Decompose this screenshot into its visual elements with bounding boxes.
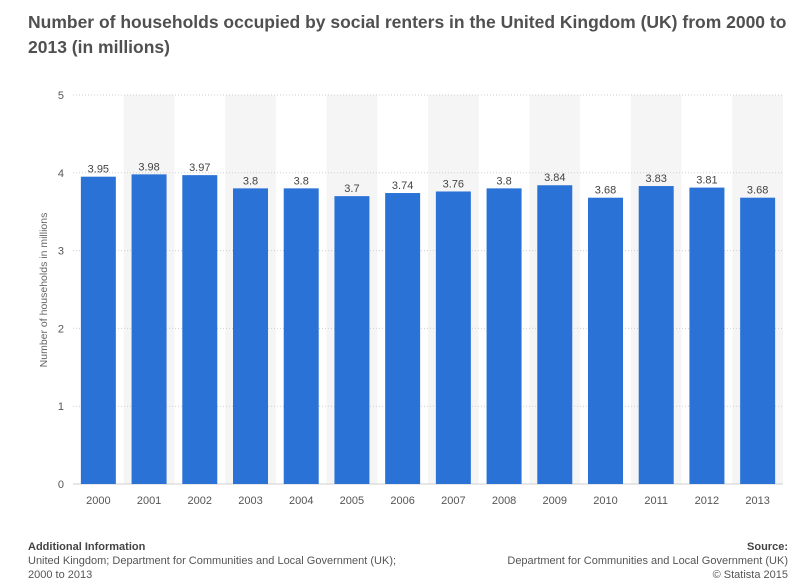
bar <box>80 176 116 484</box>
y-tick-label: 4 <box>58 168 64 180</box>
x-tick-label: 2002 <box>188 495 212 507</box>
bar-value-label: 3.74 <box>392 180 413 192</box>
bar <box>435 191 471 485</box>
bar <box>385 193 421 484</box>
bar <box>689 187 725 484</box>
bar-value-label: 3.95 <box>88 164 109 176</box>
source-text: Department for Communities and Local Gov… <box>507 555 788 567</box>
chart-title: Number of households occupied by social … <box>28 12 787 57</box>
y-tick-label: 2 <box>58 323 64 335</box>
x-tick-label: 2012 <box>695 495 719 507</box>
bar <box>131 174 167 484</box>
source-block: Source: Department for Communities and L… <box>428 540 788 582</box>
bar <box>182 175 218 484</box>
bar <box>638 186 674 484</box>
x-tick-label: 2007 <box>441 495 465 507</box>
x-tick-label: 2004 <box>289 495 313 507</box>
x-tick-label: 2010 <box>593 495 617 507</box>
x-tick-label: 2001 <box>137 495 161 507</box>
bar-value-label: 3.83 <box>646 173 667 185</box>
y-tick-label: 5 <box>58 90 64 102</box>
x-tick-label: 2011 <box>644 495 668 507</box>
y-tick-label: 0 <box>58 479 64 491</box>
bar-value-label: 3.76 <box>443 178 464 190</box>
y-axis-label: Number of households in millions <box>38 213 50 368</box>
additional-info-text: United Kingdom; Department for Communiti… <box>28 555 397 581</box>
bar <box>283 188 319 485</box>
bar-value-label: 3.84 <box>544 172 565 184</box>
x-tick-label: 2009 <box>543 495 567 507</box>
x-tick-label: 2008 <box>492 495 516 507</box>
bar-value-label: 3.7 <box>344 183 359 195</box>
x-tick-label: 2013 <box>745 495 769 507</box>
bar-value-label: 3.81 <box>696 175 717 187</box>
bar <box>233 188 268 485</box>
additional-info-label: Additional Information <box>28 541 146 553</box>
bar <box>537 185 573 485</box>
x-tick-label: 2005 <box>340 495 364 507</box>
x-tick-label: 2003 <box>238 495 262 507</box>
bar-value-label: 3.97 <box>189 162 210 174</box>
bar <box>588 197 623 485</box>
bar-value-label: 3.68 <box>747 185 768 197</box>
copyright: © Statista 2015 <box>712 569 788 581</box>
y-tick-label: 3 <box>58 246 64 258</box>
source-label: Source: <box>747 541 788 553</box>
bar-value-label: 3.8 <box>496 175 511 187</box>
y-tick-label: 1 <box>58 401 64 413</box>
bar <box>740 197 776 485</box>
additional-information: Additional Information United Kingdom; D… <box>28 540 408 582</box>
bar-value-label: 3.8 <box>294 175 309 187</box>
bar-value-label: 3.68 <box>595 185 616 197</box>
bar <box>486 188 522 485</box>
bar <box>334 196 370 484</box>
bar-value-label: 3.98 <box>138 161 159 173</box>
x-tick-label: 2006 <box>390 495 414 507</box>
bar-value-label: 3.8 <box>243 175 258 187</box>
x-tick-label: 2000 <box>86 495 110 507</box>
